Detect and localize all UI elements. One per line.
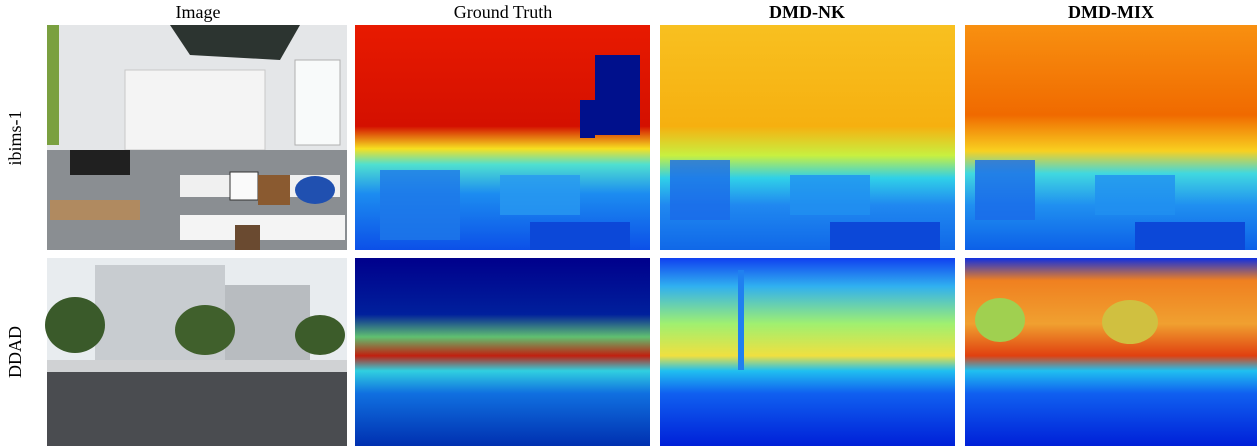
column-header: DMD-NK <box>769 2 845 22</box>
depth-map <box>355 258 650 446</box>
column-header: Ground Truth <box>454 2 553 22</box>
photo <box>47 25 347 250</box>
row-label: DDAD <box>5 326 25 378</box>
photo <box>45 258 347 446</box>
depth-map <box>965 25 1257 250</box>
column-header: Image <box>176 2 221 22</box>
column-header: DMD-MIX <box>1068 2 1154 22</box>
depth-map <box>355 25 650 250</box>
row-label: ibims-1 <box>5 110 25 165</box>
depth-map <box>660 258 955 446</box>
depth-map <box>965 258 1257 446</box>
depth-map <box>660 25 955 250</box>
